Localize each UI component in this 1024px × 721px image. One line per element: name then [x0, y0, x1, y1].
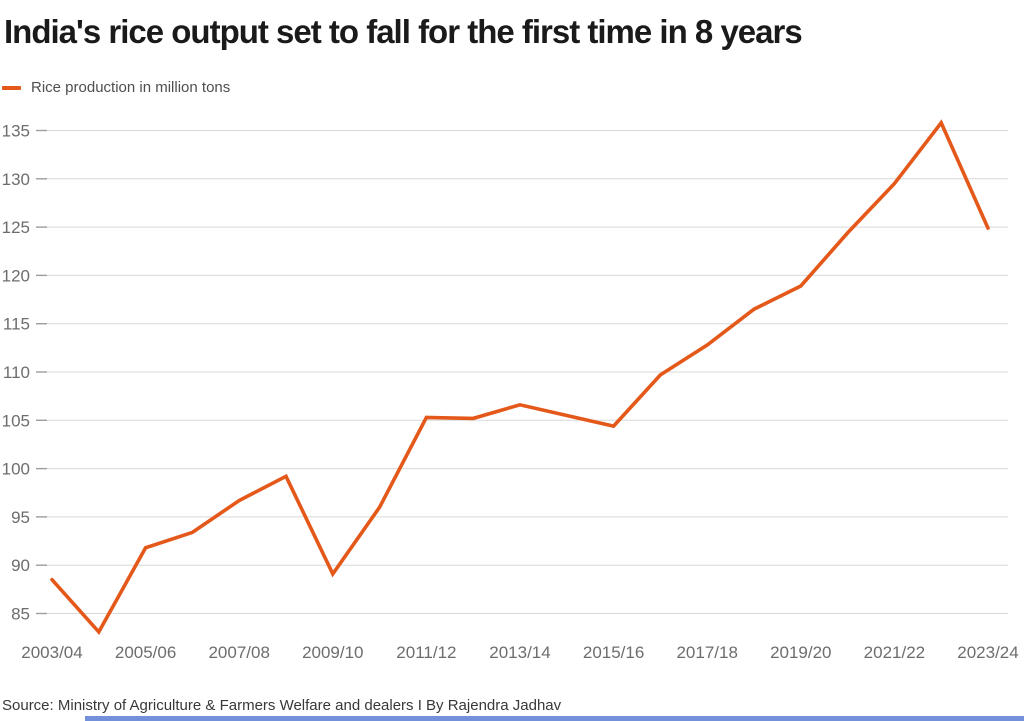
y-tick-label: 90: [11, 556, 30, 575]
legend-line-swatch: [2, 85, 21, 90]
x-tick-label: 2009/10: [302, 643, 363, 662]
bottom-blue-bar: [85, 716, 1024, 721]
x-tick-label: 2007/08: [208, 643, 269, 662]
y-tick-label: 135: [2, 122, 30, 141]
x-tick-label: 2013/14: [489, 643, 550, 662]
x-tick-label: 2005/06: [115, 643, 176, 662]
y-tick-label: 105: [2, 411, 30, 430]
x-tick-label: 2017/18: [676, 643, 737, 662]
y-tick-label: 125: [2, 218, 30, 237]
x-tick-label: 2021/22: [864, 643, 925, 662]
y-tick-label: 100: [2, 460, 30, 479]
y-tick-label: 130: [2, 170, 30, 189]
source-attribution: Source: Ministry of Agriculture & Farmer…: [2, 697, 562, 714]
x-tick-label: 2019/20: [770, 643, 831, 662]
y-tick-label: 95: [11, 508, 30, 527]
legend-label: Rice production in million tons: [31, 79, 231, 96]
y-tick-label: 85: [11, 605, 30, 624]
legend: Rice production in million tons: [2, 79, 230, 96]
x-tick-label: 2015/16: [583, 643, 644, 662]
x-tick-label: 2011/12: [396, 643, 456, 662]
x-tick-label: 2023/24: [957, 643, 1018, 662]
y-tick-label: 115: [3, 315, 30, 334]
chart-title: India's rice output set to fall for the …: [4, 13, 803, 50]
y-tick-label: 110: [3, 363, 30, 382]
y-tick-label: 120: [2, 266, 30, 285]
x-tick-label: 2003/04: [21, 643, 82, 662]
rice-production-line: [50, 119, 990, 635]
